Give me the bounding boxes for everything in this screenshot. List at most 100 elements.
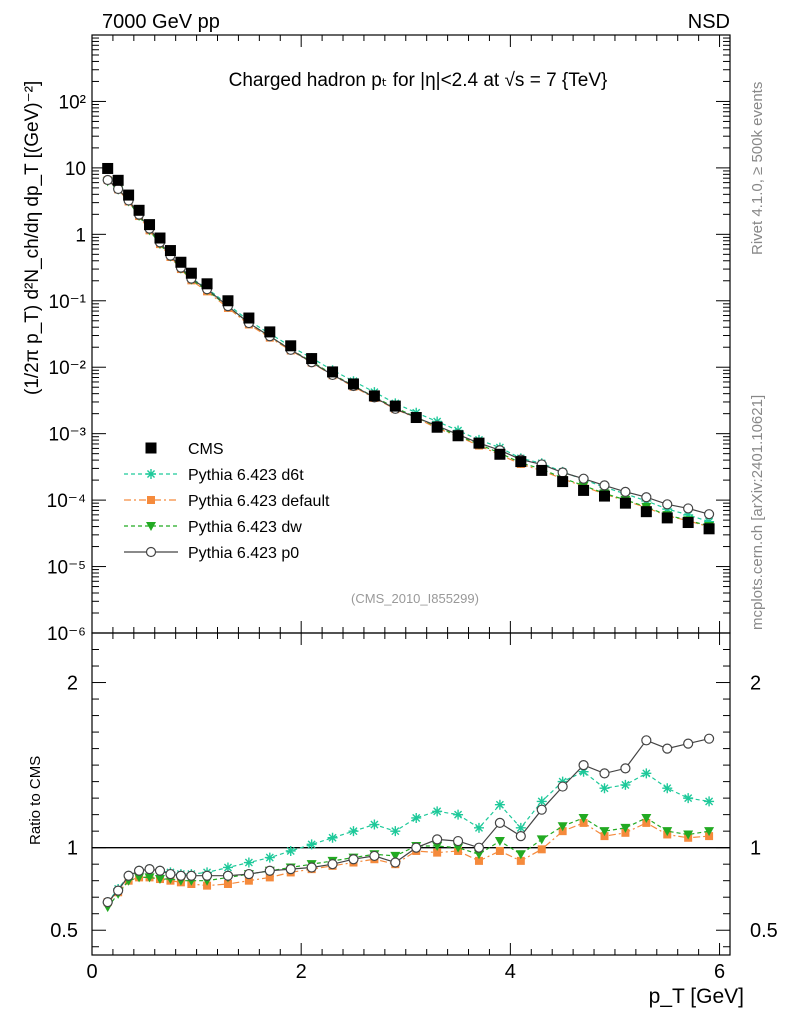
side-label-rivet: Rivet 4.1.0, ≥ 500k events: [749, 82, 766, 255]
ratio-series-point: [201, 870, 213, 881]
ratio-series-point: [683, 738, 694, 749]
ratio-series-point: [222, 870, 234, 881]
ratio-series-point: [641, 813, 652, 823]
x-axis-label: p_T [GeV]: [649, 985, 744, 1008]
ratio-series-point: [102, 897, 113, 908]
ratio-series-point: [704, 796, 715, 807]
ratio-tick-label-right: 1: [750, 838, 761, 860]
ratio-series-point: [432, 834, 443, 845]
data-point: [133, 204, 145, 216]
ratio-series-point: [495, 846, 504, 855]
ratio-series-point: [244, 876, 253, 885]
ratio-series-point: [662, 783, 673, 794]
plot-title: Charged hadron pₜ for |η|<2.4 at √s = 7 …: [229, 70, 608, 91]
data-point: [154, 232, 166, 244]
y-axis-label: (1/2π p_T) d²N_ch/dη dp_T [(GeV)⁻²]: [22, 81, 43, 395]
data-point: [144, 219, 156, 231]
data-point: [389, 400, 401, 412]
data-point: [578, 484, 590, 496]
y-tick-label: 10⁻⁵: [47, 558, 86, 579]
ratio-series-point: [557, 822, 568, 832]
data-point: [243, 312, 255, 324]
main-plot-frame: [91, 34, 731, 634]
ratio-series-point: [285, 845, 296, 856]
ratio-series-point: [369, 850, 380, 862]
ratio-series-point: [411, 812, 422, 823]
data-point: [452, 430, 464, 442]
ratio-tick-label-left: 1: [67, 838, 78, 860]
data-point: [494, 448, 506, 460]
ratio-plot-frame: [91, 632, 731, 956]
ratio-series-point: [515, 822, 526, 833]
analysis-annotation: (CMS_2010_I855299): [351, 591, 479, 606]
side-label-mcplots: mcplots.cern.ch [arXiv:2401.10621]: [749, 395, 766, 630]
x-tick-label: 0: [86, 961, 97, 983]
series-point: [683, 503, 694, 514]
ratio-series-line: [107, 817, 710, 908]
ratio-series-point: [243, 857, 254, 868]
ratio-series-point: [662, 743, 673, 754]
ratio-series-point: [620, 823, 631, 833]
ratio-series-point: [557, 781, 568, 792]
ratio-axis-ticks: 0 2 4 6 0.5 0.5 1 1 2 2: [50, 633, 778, 983]
ratio-series-point: [453, 809, 464, 820]
ratio-series-point: [599, 768, 610, 779]
ratio-series-point: [578, 813, 589, 823]
ratio-series-point: [599, 827, 610, 837]
data-point: [682, 517, 694, 529]
ratio-series-point: [165, 868, 176, 880]
legend-marker: [145, 442, 157, 454]
ratio-series-point: [473, 850, 484, 860]
ratio-series-point: [494, 817, 506, 828]
ratio-series-point: [432, 806, 443, 817]
ratio-series-line: [107, 770, 710, 903]
x-tick-label: 2: [296, 961, 307, 983]
y-tick-label: 10⁻⁶: [47, 624, 86, 645]
data-point: [306, 353, 318, 365]
ratio-series-point: [327, 859, 338, 870]
ratio-series-point: [433, 848, 442, 857]
ratio-series-point: [264, 865, 275, 876]
ratio-series-point: [154, 865, 166, 876]
ratio-series-point: [113, 885, 124, 896]
ratio-series-point: [683, 830, 694, 840]
data-point: [285, 340, 297, 352]
legend-label: Pythia 6.423 p0: [188, 545, 299, 562]
ratio-series-point: [390, 826, 401, 837]
ratio-y-axis-label: Ratio to CMS: [27, 756, 44, 845]
y-tick-label: 10⁻⁴: [47, 491, 86, 512]
data-point: [431, 421, 443, 433]
data-point: [201, 278, 213, 290]
data-point: [185, 267, 197, 279]
y-tick-label: 10⁻¹: [49, 292, 87, 313]
ratio-series-point: [411, 842, 422, 853]
y-tick-label: 10²: [59, 92, 86, 113]
ratio-series-point: [703, 733, 715, 744]
legend-marker: [147, 496, 155, 504]
legend: CMS Pythia 6.423 d6t Pythia 6.423 default P…: [124, 441, 330, 562]
data-point: [410, 412, 422, 424]
ratio-series-point: [306, 862, 317, 873]
ratio-series-point: [494, 837, 505, 847]
ratio-series-point: [536, 835, 547, 845]
ratio-series-point: [223, 879, 232, 888]
series-point: [704, 516, 715, 527]
series-line: [107, 179, 710, 515]
ratio-series-point: [243, 868, 254, 880]
ratio-series-point: [620, 779, 631, 790]
x-tick-label: 6: [714, 961, 725, 983]
data-point: [515, 456, 527, 468]
header-left: 7000 GeV pp: [102, 11, 220, 33]
y-tick-label: 10: [65, 159, 86, 180]
data-point: [112, 174, 124, 186]
ratio-series-point: [599, 783, 610, 794]
ratio-series-point: [683, 793, 694, 804]
ratio-series-point: [390, 857, 401, 868]
ratio-series-point: [265, 873, 274, 882]
ratio-series-point: [515, 850, 526, 860]
series-point: [102, 174, 113, 186]
ratio-series-point: [123, 870, 134, 881]
ratio-series-point: [369, 819, 380, 830]
main-series: [102, 162, 715, 535]
